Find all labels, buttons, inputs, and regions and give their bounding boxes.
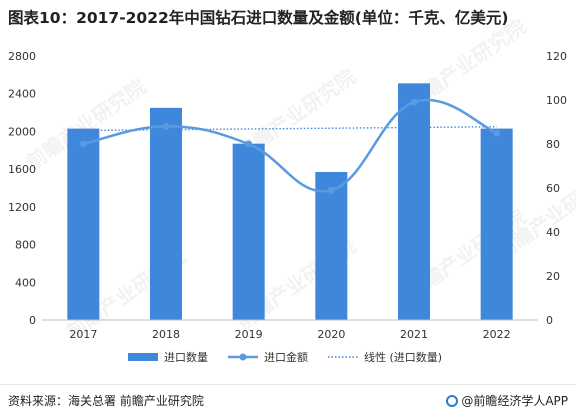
legend-swatch-marker	[239, 353, 247, 361]
left-axis-tick-label: 1600	[8, 163, 36, 176]
right-axis-tick-label: 120	[546, 50, 567, 63]
source-note: 资料来源：海关总署 前瞻产业研究院	[8, 394, 204, 408]
x-axis: 2017 2018 2019 2020 2021 2022	[42, 319, 538, 341]
amount-point	[162, 122, 170, 130]
amount-point	[410, 98, 418, 106]
legend-label: 进口金额	[264, 350, 308, 364]
left-axis-tick-label: 2800	[8, 50, 36, 63]
left-axis-tick-label: 2000	[8, 125, 36, 138]
footer-divider	[0, 384, 576, 385]
legend-label: 进口数量	[164, 351, 208, 364]
bar	[480, 128, 513, 320]
x-axis-tick-label: 2019	[235, 328, 263, 341]
bar	[150, 107, 182, 320]
amount-point	[327, 186, 335, 194]
bar-series	[67, 83, 513, 320]
x-axis-tick-label: 2018	[152, 328, 180, 341]
x-axis-tick-label: 2020	[317, 328, 345, 341]
right-axis-tick-label: 0	[546, 314, 553, 327]
left-axis-tick-label: 400	[15, 276, 36, 289]
right-axis-tick-label: 40	[546, 226, 560, 239]
legend: 进口数量 进口金额 线性 (进口数量)	[128, 350, 442, 364]
chart-title: 图表10：2017-2022年中国钻石进口数量及金额(单位：千克、亿美元)	[8, 9, 509, 27]
amount-point	[79, 140, 87, 148]
bar	[67, 128, 100, 320]
right-axis-tick-label: 100	[546, 94, 567, 107]
bar	[398, 83, 430, 320]
brand-text: @前瞻经济学人APP	[461, 394, 568, 408]
x-axis-tick-label: 2022	[483, 328, 511, 341]
bar	[232, 143, 265, 320]
x-axis-tick-label: 2021	[400, 328, 428, 341]
trendline	[83, 126, 497, 132]
right-axis-tick-label: 20	[546, 270, 560, 283]
amount-point	[245, 140, 253, 148]
right-axis-tick-label: 60	[546, 182, 560, 195]
left-axis: 0 400 800 1200 1600 2000 2400 2800	[8, 50, 36, 327]
x-axis-tick-label: 2017	[69, 328, 97, 341]
left-axis-tick-label: 0	[29, 314, 36, 327]
brand-mark: @前瞻经济学人APP	[446, 392, 568, 409]
line-series	[79, 98, 501, 194]
trendline-series	[83, 126, 497, 132]
left-axis-tick-label: 800	[15, 239, 36, 252]
legend-swatch-bar	[128, 353, 158, 361]
brand-logo-icon	[446, 394, 459, 407]
legend-label: 线性 (进口数量)	[364, 350, 442, 364]
amount-point	[493, 129, 501, 137]
right-axis: 0 20 40 60 80 100 120	[546, 50, 567, 327]
right-axis-tick-label: 80	[546, 138, 560, 151]
left-axis-tick-label: 2400	[8, 88, 36, 101]
bar	[315, 171, 348, 320]
left-axis-tick-label: 1200	[8, 201, 36, 214]
